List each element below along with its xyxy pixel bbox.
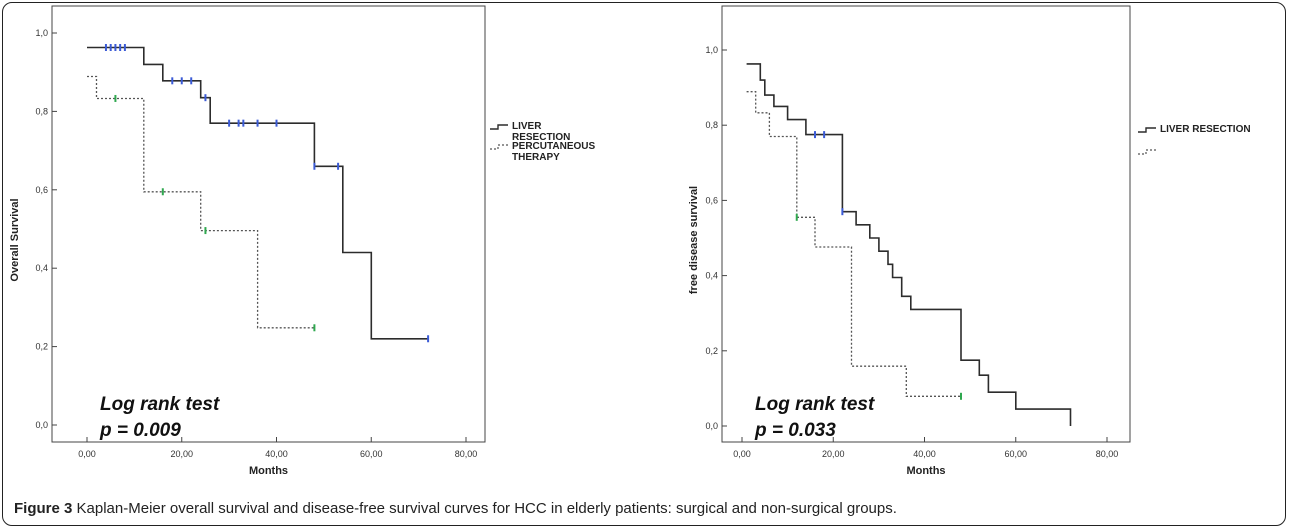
legend-label: LIVER RESECTION [1160, 124, 1251, 135]
legend-swatch-solid [490, 124, 508, 130]
x-tick-label: 20,00 [822, 449, 845, 459]
log-rank-label: Log rank test [755, 394, 875, 415]
y-axis-label: Overall Survival [9, 198, 21, 281]
legend-swatch-dotted [1138, 149, 1156, 155]
survival-curve-dotted [746, 91, 961, 397]
x-axis-label: Months [249, 465, 288, 477]
survival-curve-dotted [87, 75, 315, 329]
y-tick-label: 0,2 [35, 342, 48, 352]
legend-label: THERAPY [512, 152, 560, 163]
chart-os: 0,0 0,2 0,4 0,6 0,8 1,0 0,00 20,00 40,00 60,00 80,… [9, 5, 595, 477]
x-tick-label: 40,00 [265, 449, 288, 459]
figure-charts: 0,0 0,2 0,4 0,6 0,8 1,0 0,00 20,00 40,00 60,00 80,… [9, 5, 1251, 477]
y-tick-label: 0,6 [705, 195, 718, 205]
y-tick-label: 0,8 [35, 106, 48, 116]
y-tick-label: 0,8 [705, 120, 718, 130]
p-value-label: p = 0.009 [99, 420, 181, 441]
y-tick-label: 0,2 [705, 346, 718, 356]
x-tick-label: 20,00 [170, 449, 193, 459]
legend-swatch-dotted [490, 144, 508, 150]
x-tick-label: 0,00 [733, 449, 751, 459]
figure-caption-label: Figure 3 [14, 500, 73, 517]
y-tick-label: 0,0 [35, 420, 48, 430]
x-tick-label: 0,00 [78, 449, 96, 459]
x-axis-label: Months [906, 465, 945, 477]
plot-frame-dfs [721, 5, 1131, 443]
x-tick-label: 60,00 [360, 449, 383, 459]
y-axis-label: free disease survival [688, 186, 700, 294]
x-tick-label: 80,00 [1096, 449, 1119, 459]
legend-label: RESECTION [512, 132, 570, 143]
y-tick-label: 0,6 [35, 185, 48, 195]
p-value-label: p = 0.033 [754, 420, 836, 441]
x-tick-label: 80,00 [455, 449, 478, 459]
y-tick-label: 0,4 [35, 263, 48, 273]
x-tick-label: 60,00 [1004, 449, 1027, 459]
y-tick-label: 0,0 [705, 421, 718, 431]
plot-frame-os [51, 5, 486, 443]
x-tick-label: 40,00 [913, 449, 936, 459]
y-tick-label: 0,4 [705, 271, 718, 281]
figure-caption: Figure 3 Kaplan-Meier overall survival a… [14, 500, 1276, 517]
y-tick-label: 1,0 [35, 28, 48, 38]
figure-caption-text: Kaplan-Meier overall survival and diseas… [72, 500, 897, 517]
survival-curve-solid [746, 63, 1072, 426]
legend-swatch-solid [1138, 127, 1156, 133]
chart-dfs: 0,0 0,2 0,4 0,6 0,8 1,0 0,00 20,00 40,00 60,00 80,… [688, 5, 1251, 477]
log-rank-label: Log rank test [100, 394, 220, 415]
survival-curve-solid [87, 46, 429, 340]
y-tick-label: 1,0 [705, 45, 718, 55]
legend-label: LIVER [512, 121, 542, 132]
charts-svg: 0,0 0,2 0,4 0,6 0,8 1,0 0,00 20,00 40,00 60,00 80,… [9, 5, 1251, 477]
legend-label: PERCUTANEOUS [512, 141, 595, 152]
